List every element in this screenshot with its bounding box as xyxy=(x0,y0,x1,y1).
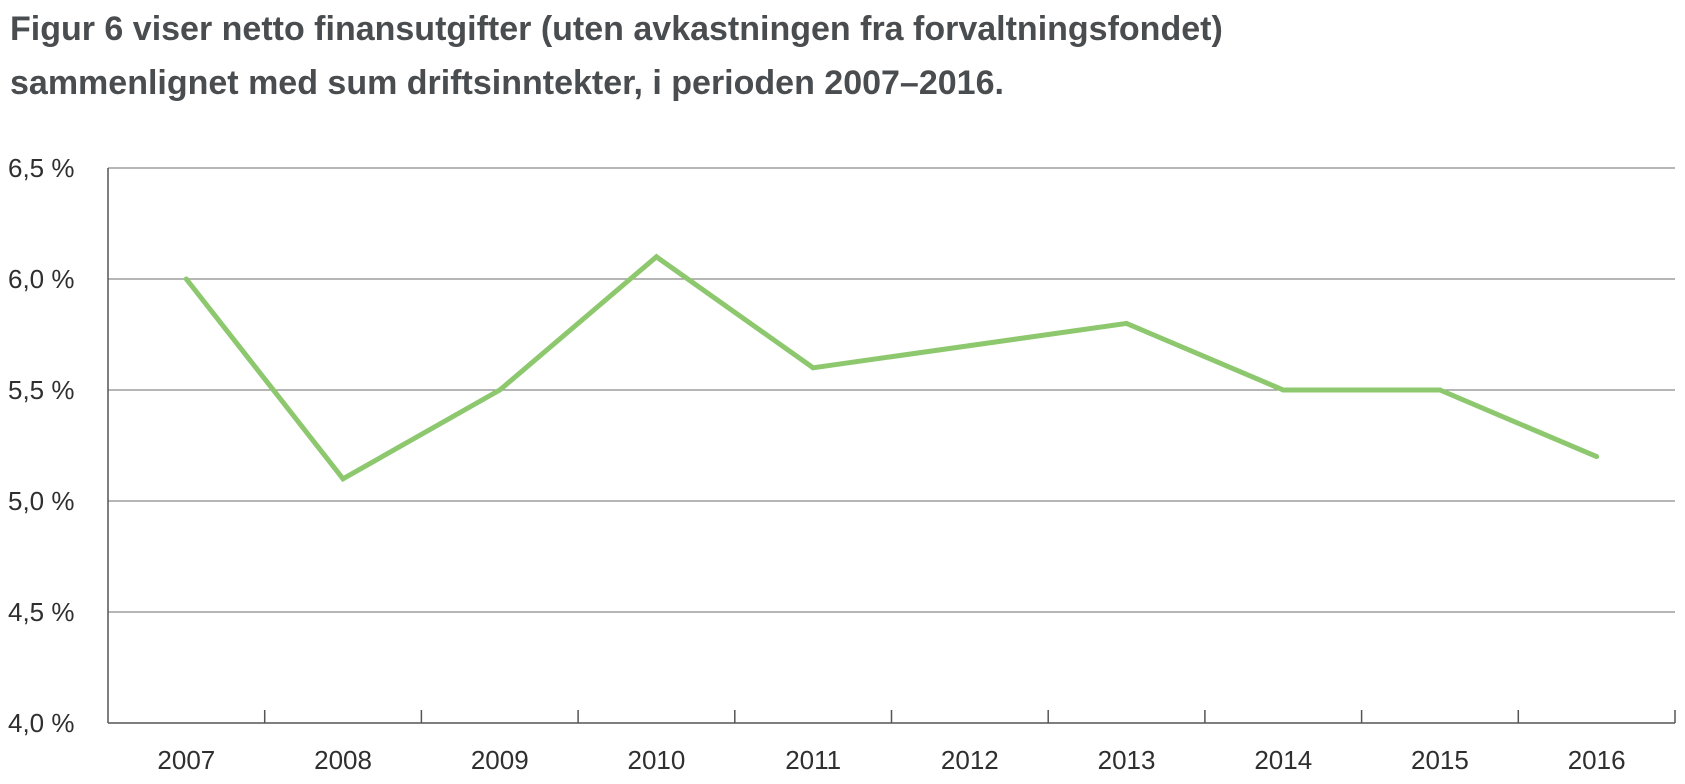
series-line xyxy=(184,253,1598,483)
series-layer xyxy=(183,253,1600,483)
x-tick-label: 2010 xyxy=(628,745,686,775)
data-point xyxy=(810,365,816,371)
data-point xyxy=(1594,454,1600,460)
figure-title: Figur 6 viser netto finansutgifter (uten… xyxy=(10,2,1650,110)
y-tick-label: 6,5 % xyxy=(8,153,75,183)
x-axis-tick-labels: 2007 2008 2009 2010 2011 2012 2013 2014 2015 2016 xyxy=(157,745,1625,775)
x-tick-label: 2009 xyxy=(471,745,529,775)
x-tick-label: 2016 xyxy=(1568,745,1626,775)
y-tick-label: 4,5 % xyxy=(8,597,75,627)
figure-title-line-1: Figur 6 viser netto finansutgifter (uten… xyxy=(10,10,1223,48)
y-axis-tick-labels: 4,0 % 4,5 % 5,0 % 5,5 % 6,0 % 6,5 % xyxy=(8,153,75,738)
data-point xyxy=(1280,387,1286,393)
x-tick-label: 2015 xyxy=(1411,745,1469,775)
x-tick-label: 2007 xyxy=(157,745,215,775)
x-tick-label: 2013 xyxy=(1098,745,1156,775)
y-tick-label: 5,5 % xyxy=(8,375,75,405)
x-tick-label: 2008 xyxy=(314,745,372,775)
data-point xyxy=(497,387,503,393)
x-tick-label: 2012 xyxy=(941,745,999,775)
data-point xyxy=(340,476,346,482)
figure-title-line-2: sammenlignet med sum driftsinntekter, i … xyxy=(10,64,1004,102)
x-tick-label: 2011 xyxy=(785,745,841,775)
data-point xyxy=(1437,387,1443,393)
data-point xyxy=(967,343,973,349)
data-point xyxy=(183,276,189,282)
data-point xyxy=(653,254,659,260)
y-tick-label: 5,0 % xyxy=(8,486,75,516)
y-tick-label: 6,0 % xyxy=(8,264,75,294)
axes xyxy=(107,168,1676,724)
y-tick-label: 4,0 % xyxy=(8,708,75,738)
data-point xyxy=(1124,320,1130,326)
x-tick-label: 2014 xyxy=(1254,745,1312,775)
